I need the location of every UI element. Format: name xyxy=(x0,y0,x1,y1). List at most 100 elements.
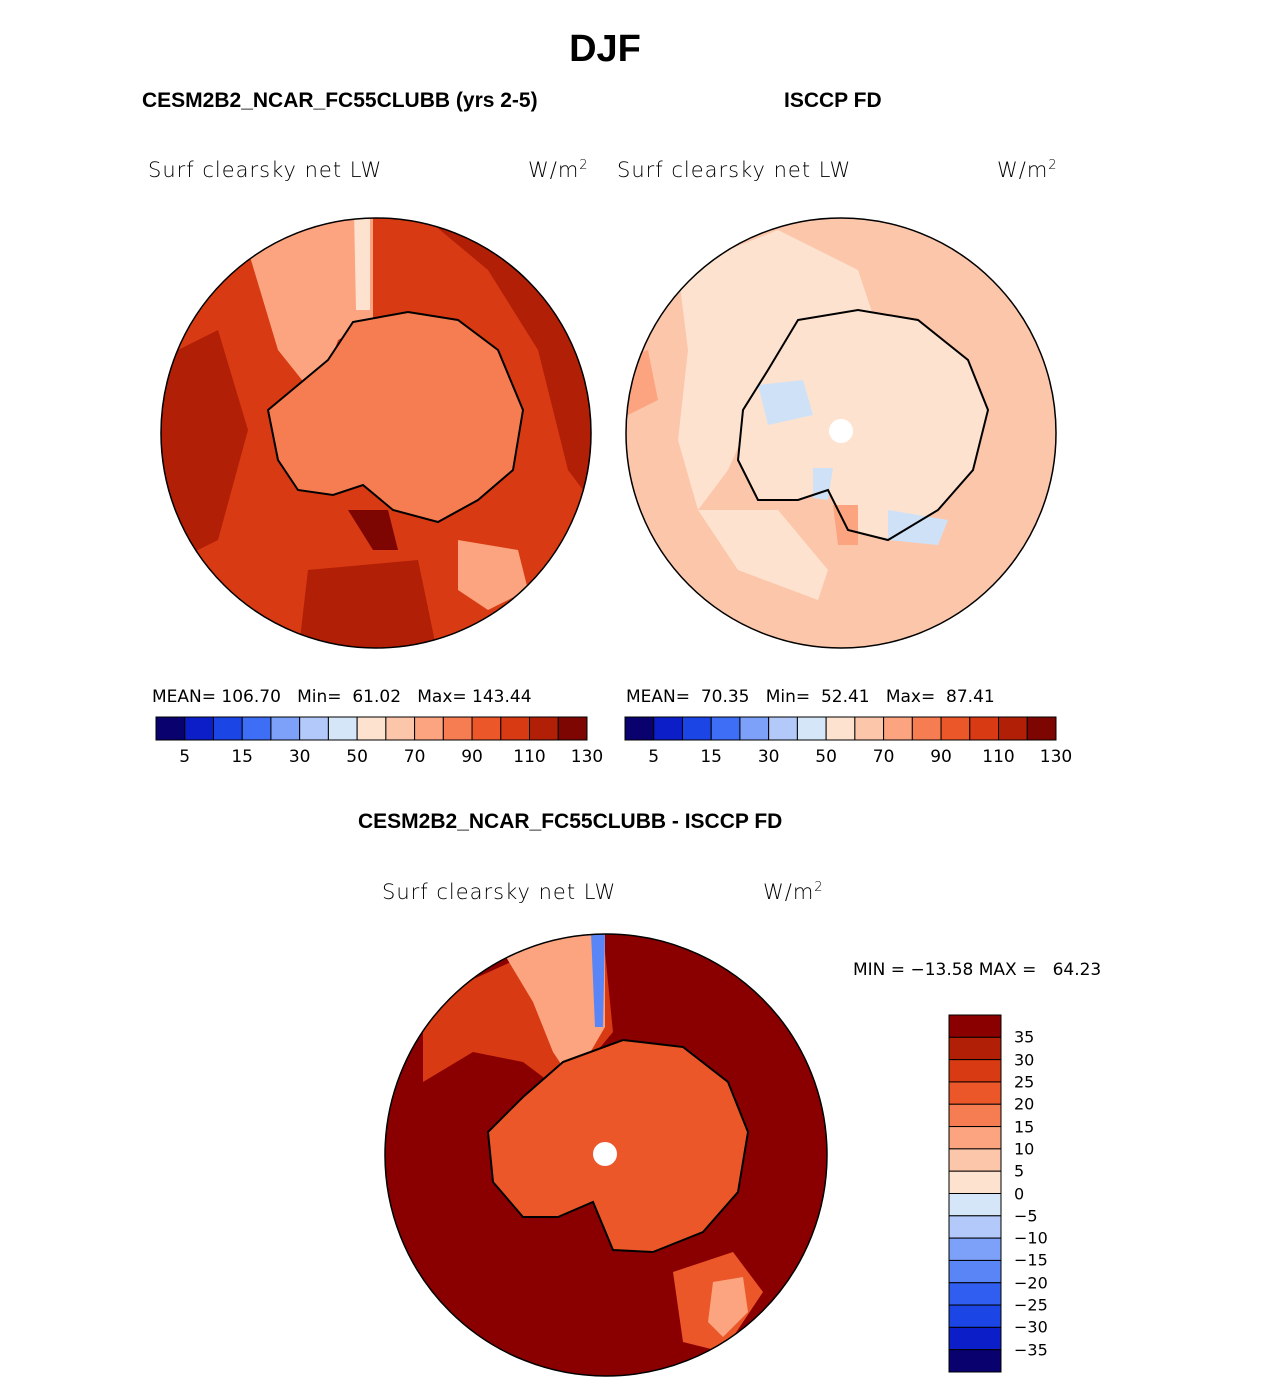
obs-variable-label: Surf clearsky net LW xyxy=(617,158,852,182)
model-panel-title: CESM2B2_NCAR_FC55CLUBB (yrs 2-5) xyxy=(142,89,538,112)
diff-colorbar-label: 15 xyxy=(1014,1117,1035,1137)
diff-colorbar-swatch xyxy=(948,1126,1002,1150)
diff-colorbar-swatch xyxy=(948,1259,1002,1284)
obs-colorbar-swatch xyxy=(624,716,655,741)
model-colorbar-swatch xyxy=(385,716,416,741)
model-map-max-region xyxy=(348,510,398,550)
obs-colorbar-swatch xyxy=(911,716,942,741)
diff-colorbar-label: 35 xyxy=(1014,1027,1035,1047)
obs-map-light-region xyxy=(698,510,828,600)
diff-colorbar-label: 30 xyxy=(1014,1050,1035,1070)
obs-colorbar-swatch xyxy=(854,716,885,741)
obs-antarctica-fill xyxy=(738,310,988,540)
obs-mean-label: MEAN= xyxy=(626,687,690,707)
diff-colorbar-label: 0 xyxy=(1014,1184,1025,1203)
obs-colorbar-swatch xyxy=(825,716,856,741)
diff-colorbar-swatch xyxy=(948,1170,1002,1194)
obs-colorbar-label: 110 xyxy=(982,747,1015,767)
diff-colorbar-label: 5 xyxy=(1014,1161,1025,1181)
model-max-label: Max= xyxy=(417,687,467,707)
diff-colorbar xyxy=(948,1014,1002,1373)
model-colorbar xyxy=(155,716,588,741)
model-colorbar-label: 15 xyxy=(231,747,254,767)
model-stats: MEAN= 106.70 Min= 61.02 Max= 143.44 xyxy=(152,687,532,707)
model-mean-value: 106.70 xyxy=(221,687,281,707)
model-colorbar-swatch xyxy=(529,716,559,741)
model-max-value: 143.44 xyxy=(472,687,532,707)
diff-colorbar-swatch xyxy=(948,1304,1002,1328)
obs-pole-hole xyxy=(829,419,853,443)
obs-stats: MEAN= 70.35 Min= 52.41 Max= 87.41 xyxy=(626,687,995,707)
diff-coastline xyxy=(486,1038,750,1254)
diff-colorbar-swatch xyxy=(948,1193,1002,1217)
model-colorbar-swatch xyxy=(327,716,358,741)
model-map-dark-region xyxy=(161,330,248,570)
model-min-value: 61.02 xyxy=(352,687,402,707)
model-colorbar-swatch xyxy=(155,716,186,741)
model-colorbar-swatch xyxy=(184,716,214,741)
model-antarctica-fill xyxy=(268,312,523,522)
obs-colorbar-swatch xyxy=(940,716,971,741)
obs-panel-title: ISCCP FD xyxy=(784,89,882,112)
model-colorbar-label: 90 xyxy=(461,747,483,767)
model-map-light-region xyxy=(458,540,528,610)
diff-colorbar-swatch xyxy=(948,1081,1002,1105)
model-units-label: W/m2 xyxy=(528,158,589,182)
model-colorbar-label: 130 xyxy=(570,747,604,767)
model-colorbar-swatch xyxy=(414,716,444,741)
diff-map-light-region xyxy=(503,934,605,1082)
diff-variable-label: Surf clearsky net LW xyxy=(382,880,617,904)
diff-colorbar-label: −30 xyxy=(1014,1317,1048,1337)
diff-antarctica-fill xyxy=(488,1040,748,1252)
model-colorbar-swatch xyxy=(270,716,301,741)
obs-colorbar-swatch xyxy=(739,716,770,741)
season-title: DJF xyxy=(569,28,641,70)
obs-colorbar-label: 15 xyxy=(700,747,723,767)
diff-colorbar-swatch xyxy=(948,1326,1002,1351)
model-coastline xyxy=(266,310,525,524)
model-map-streak xyxy=(354,218,370,310)
diff-colorbar-swatch xyxy=(948,1148,1002,1172)
model-map-dark-region xyxy=(298,560,438,648)
diff-colorbar-label: −5 xyxy=(1014,1206,1038,1226)
diff-colorbar-label: −15 xyxy=(1014,1250,1048,1270)
obs-colorbar-label: 90 xyxy=(930,747,952,767)
model-colorbar-label: 110 xyxy=(513,747,546,767)
obs-map-low-region xyxy=(888,510,948,545)
diff-panel-title: CESM2B2_NCAR_FC55CLUBB - ISCCP FD xyxy=(358,810,783,833)
obs-max-value: 87.41 xyxy=(946,687,995,707)
obs-coastline xyxy=(736,308,990,542)
model-colorbar-label: 50 xyxy=(346,747,368,767)
model-polar-map xyxy=(160,217,592,649)
diff-colorbar-label: −10 xyxy=(1014,1228,1048,1248)
obs-polar-map xyxy=(625,217,1057,649)
obs-colorbar-swatch xyxy=(883,716,913,741)
obs-max-label: Max= xyxy=(885,687,936,707)
diff-pole-hole xyxy=(593,1142,617,1166)
diff-colorbar-swatch xyxy=(948,1103,1002,1128)
diff-colorbar-swatch xyxy=(948,1237,1002,1261)
obs-colorbar-swatch xyxy=(653,716,683,741)
model-colorbar-swatch xyxy=(212,716,243,741)
diff-colorbar-label: 20 xyxy=(1014,1094,1035,1114)
diff-colorbar-swatch xyxy=(948,1215,1002,1239)
obs-mean-value: 70.35 xyxy=(700,687,750,707)
model-colorbar-labels: 5 15 30 50 70 90 110 130 xyxy=(156,747,603,769)
obs-min-value: 52.41 xyxy=(820,687,870,707)
diff-map-low-streak xyxy=(591,934,605,1027)
diff-map-light-region xyxy=(708,1277,748,1337)
diff-colorbar-swatch xyxy=(948,1036,1002,1061)
model-colorbar-swatch xyxy=(356,716,387,741)
obs-units-label: W/m2 xyxy=(997,158,1058,182)
obs-map-low-region xyxy=(758,380,813,425)
obs-colorbar-swatch xyxy=(998,716,1028,741)
diff-colorbar-swatch xyxy=(948,1014,1002,1038)
obs-colorbar-label: 5 xyxy=(648,747,660,767)
model-colorbar-swatch xyxy=(557,716,588,741)
model-colorbar-label: 70 xyxy=(403,747,426,767)
model-colorbar-swatch xyxy=(500,716,531,741)
obs-colorbar-label: 30 xyxy=(757,747,780,767)
diff-units-label: W/m2 xyxy=(763,880,824,904)
model-colorbar-swatch xyxy=(299,716,329,741)
diff-colorbar-label: −35 xyxy=(1014,1340,1048,1360)
